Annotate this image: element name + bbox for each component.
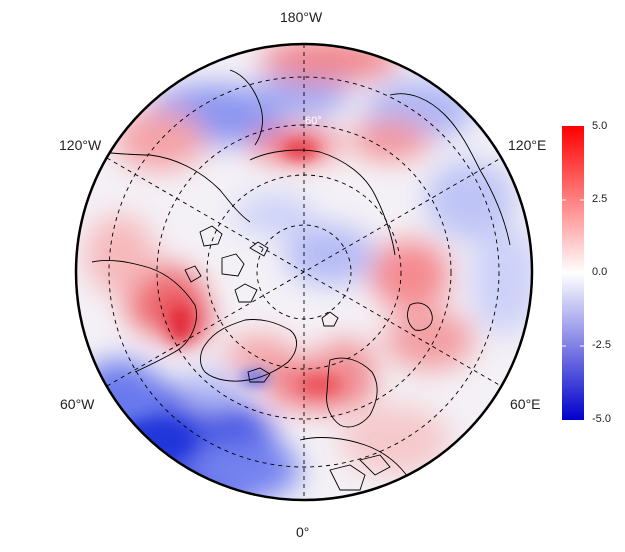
lat-label-60: 60°	[305, 115, 322, 127]
anomaly-field	[76, 44, 532, 500]
colorbar-tick-neg-5: -5.0	[592, 413, 611, 425]
map-border	[74, 42, 534, 502]
lon-label-120e: 120°E	[508, 137, 547, 153]
colorbar-tick-5: 5.0	[592, 120, 608, 132]
lon-label-60e: 60°E	[510, 396, 541, 412]
colorbar	[562, 126, 584, 420]
colorbar-tick-2-5: 2.5	[592, 193, 608, 205]
lon-label-120w: 120°W	[59, 137, 102, 153]
colorbar-tick-neg-2-5: -2.5	[592, 339, 611, 351]
lon-label-180w: 180°W	[280, 9, 323, 25]
lon-label-0: 0°	[296, 524, 310, 540]
lon-label-60w: 60°W	[60, 396, 95, 412]
colorbar-tick-0: 0.0	[592, 266, 608, 278]
graticule	[106, 44, 502, 500]
